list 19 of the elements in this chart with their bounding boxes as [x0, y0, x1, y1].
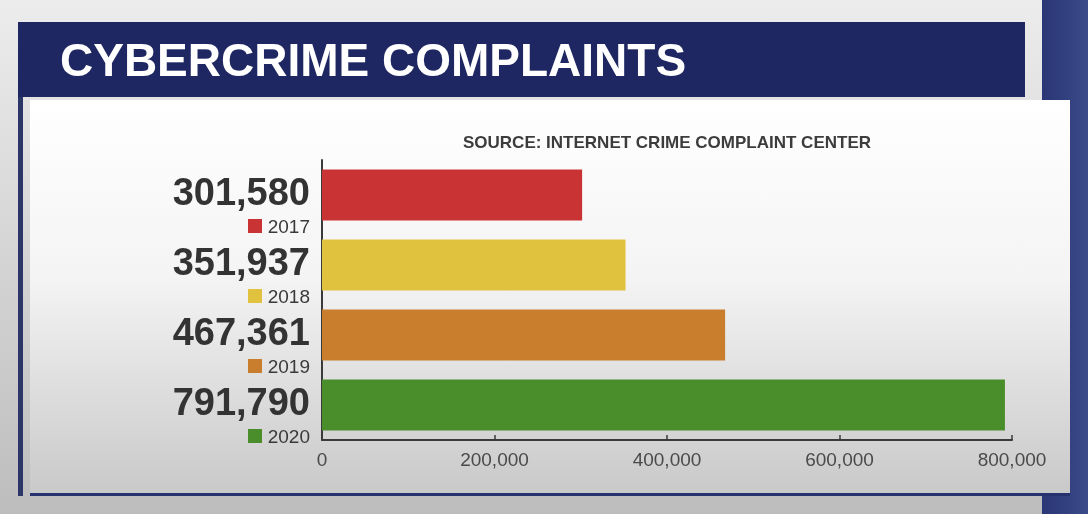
bar	[322, 239, 626, 291]
chart-title: CYBERCRIME COMPLAINTS	[60, 34, 687, 86]
y-tick-label: 2017	[267, 215, 310, 237]
x-tick-label: 200,000	[460, 449, 529, 470]
data-label: 301,580	[172, 171, 310, 213]
x-tick-label: 800,000	[977, 449, 1047, 470]
bar	[322, 169, 583, 221]
source-note: SOURCE: INTERNET CRIME COMPLAINT CENTER	[463, 133, 871, 152]
data-label: 351,937	[172, 241, 310, 283]
bar	[322, 309, 726, 361]
data-label: 467,361	[172, 311, 310, 353]
x-tick-label: 0	[316, 449, 328, 470]
data-label: 791,790	[172, 381, 310, 423]
y-tick-label: 2020	[267, 425, 310, 447]
x-tick-label: 600,000	[805, 449, 874, 470]
x-tick-label: 400,000	[632, 449, 702, 470]
bar	[322, 379, 1005, 431]
y-tick-label: 2018	[267, 285, 310, 307]
y-tick-label: 2019	[267, 355, 310, 377]
